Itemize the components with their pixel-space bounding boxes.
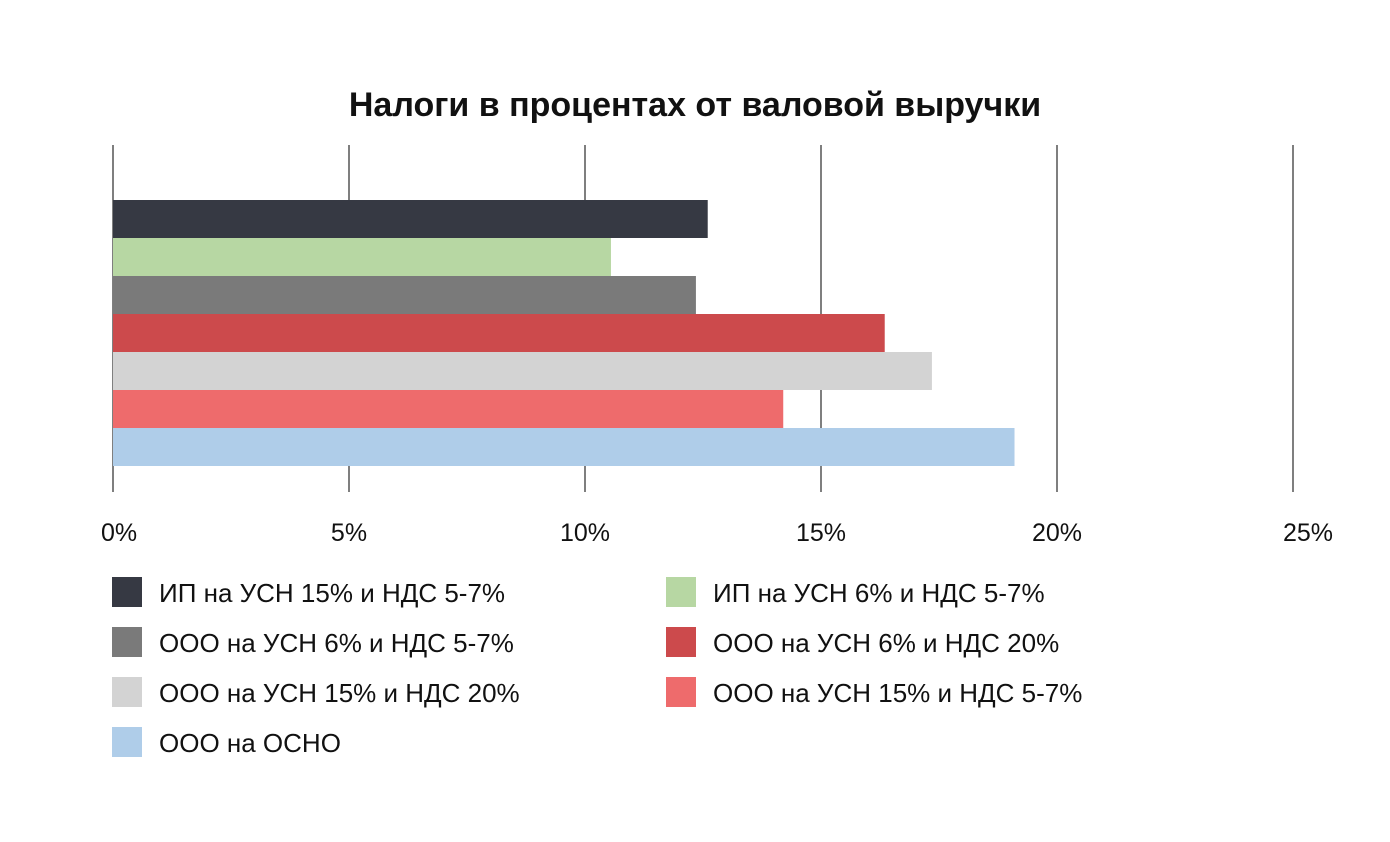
x-tick-label: 15%: [796, 519, 846, 547]
x-axis-ticks: 0% 5% 10% 15% 20% 25%: [101, 519, 1333, 547]
bar: [113, 428, 1015, 466]
legend-label: ООО на УСН 15% и НДС 5-7%: [713, 678, 1082, 708]
bar: [113, 238, 611, 276]
x-tick-label: 25%: [1283, 519, 1333, 547]
bar: [113, 390, 784, 428]
legend-item: ООО на УСН 6% и НДС 5-7%: [112, 627, 514, 658]
legend-swatch: [112, 727, 142, 757]
bars: [113, 200, 1015, 466]
bar: [113, 200, 708, 238]
legend-swatch: [666, 627, 696, 657]
x-tick-label: 0%: [101, 519, 137, 547]
legend-label: ООО на УСН 15% и НДС 20%: [159, 678, 520, 708]
legend-swatch: [666, 677, 696, 707]
legend-item: ООО на УСН 6% и НДС 20%: [666, 627, 1059, 658]
legend-item: ООО на УСН 15% и НДС 20%: [112, 677, 520, 708]
legend-item: ООО на ОСНО: [112, 727, 341, 758]
legend-label: ИП на УСН 6% и НДС 5-7%: [713, 578, 1045, 608]
bar: [113, 352, 932, 390]
legend: ИП на УСН 15% и НДС 5-7% ИП на УСН 6% и Н…: [112, 577, 1082, 758]
bar: [113, 276, 696, 314]
legend-label: ИП на УСН 15% и НДС 5-7%: [159, 578, 505, 608]
legend-swatch: [666, 577, 696, 607]
legend-label: ООО на ОСНО: [159, 728, 341, 758]
x-tick-label: 20%: [1032, 519, 1082, 547]
legend-item: ИП на УСН 15% и НДС 5-7%: [112, 577, 505, 608]
legend-swatch: [112, 677, 142, 707]
chart-title: Налоги в процентах от валовой выручки: [349, 86, 1041, 124]
bar: [113, 314, 885, 352]
legend-swatch: [112, 627, 142, 657]
legend-item: ИП на УСН 6% и НДС 5-7%: [666, 577, 1045, 608]
legend-swatch: [112, 577, 142, 607]
legend-label: ООО на УСН 6% и НДС 5-7%: [159, 628, 514, 658]
legend-label: ООО на УСН 6% и НДС 20%: [713, 628, 1059, 658]
x-tick-label: 5%: [331, 519, 367, 547]
legend-item: ООО на УСН 15% и НДС 5-7%: [666, 677, 1082, 708]
x-tick-label: 10%: [560, 519, 610, 547]
